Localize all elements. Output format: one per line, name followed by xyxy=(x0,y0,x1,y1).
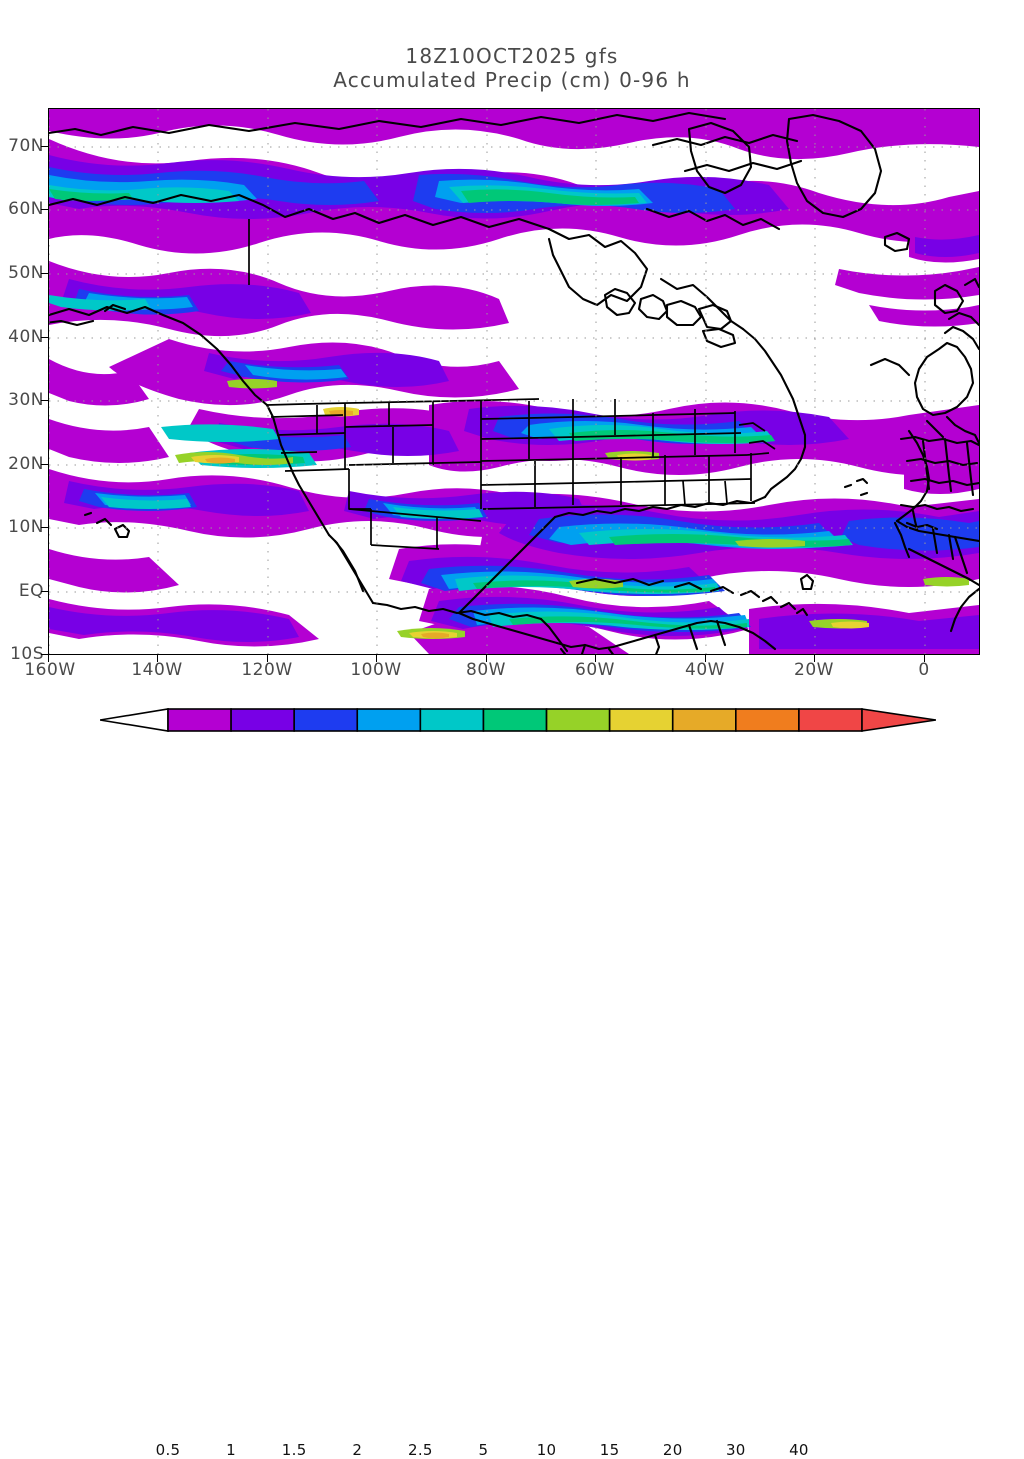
state-boundaries xyxy=(248,219,776,550)
y-tick-10N xyxy=(41,527,48,528)
x-tick-80W xyxy=(486,655,487,662)
x-tick-40W xyxy=(705,655,706,662)
map-plot-area xyxy=(48,108,980,655)
y-tick-label-10S: 10S xyxy=(10,644,44,664)
colorbar-tick-label: 5 xyxy=(478,1441,489,1459)
colorbar-tick-label: 20 xyxy=(662,1441,683,1459)
colorbar-tick-label: 1 xyxy=(226,1441,236,1459)
colorbar-tick-label: 10 xyxy=(536,1441,557,1459)
y-tick-label-20N: 20N xyxy=(8,454,44,474)
x-tick-label-20W: 20W xyxy=(794,660,834,680)
colorbar-segment xyxy=(230,708,295,732)
x-tick-label-120W: 120W xyxy=(241,660,293,680)
colorbar-segment xyxy=(419,708,485,732)
colorbar-tick-label: 0.5 xyxy=(155,1441,181,1459)
y-tick-EQ xyxy=(41,591,48,592)
y-tick-70N xyxy=(41,146,48,147)
x-tick-100W xyxy=(376,655,377,662)
x-tick-160W xyxy=(48,655,49,662)
colorbar-segment xyxy=(735,708,800,732)
colorbar-tick-label: 15 xyxy=(599,1441,620,1459)
y-tick-label-10N: 10N xyxy=(8,517,44,537)
y-tick-label-70N: 70N xyxy=(8,136,44,156)
y-tick-30N xyxy=(41,400,48,401)
x-tick-0 xyxy=(924,655,925,662)
y-tick-20N xyxy=(41,464,48,465)
colorbar-tick-label: 1.5 xyxy=(281,1441,307,1459)
colorbar[interactable]: 0.5 1 1.5 2 2.5 5 10 15 20 30 40 xyxy=(100,707,936,1459)
colorbar-segment xyxy=(293,708,359,732)
y-tick-label-EQ: EQ xyxy=(18,581,44,601)
x-tick-140W xyxy=(157,655,158,662)
title-line-variable: Accumulated Precip (cm) 0-96 h xyxy=(333,68,691,92)
colorbar-under-cap xyxy=(100,708,169,732)
precip-layer-20cm xyxy=(205,410,449,639)
x-tick-label-140W: 140W xyxy=(131,660,183,680)
y-tick-label-30N: 30N xyxy=(8,390,44,410)
colorbar-tick-label: 40 xyxy=(789,1441,809,1459)
y-tick-60N xyxy=(41,209,48,210)
x-tick-120W xyxy=(267,655,268,662)
x-tick-label-100W: 100W xyxy=(350,660,402,680)
colorbar-over-cap xyxy=(861,708,936,732)
colorbar-tick-label: 2 xyxy=(352,1441,363,1459)
colorbar-segment xyxy=(167,708,232,732)
y-tick-10S xyxy=(41,654,48,655)
colorbar-segment xyxy=(608,708,674,732)
colorbar-segment xyxy=(356,708,422,732)
colorbar-tick-label: 2.5 xyxy=(407,1441,433,1459)
colorbar-segment xyxy=(545,708,611,732)
x-tick-20W xyxy=(814,655,815,662)
x-tick-60W xyxy=(595,655,596,662)
axis-labels: 70N 60N 50N 40N 30N 20N 10N EQ 10S 160W … xyxy=(8,136,930,680)
colorbar-tick-label: 30 xyxy=(725,1441,746,1459)
coastlines xyxy=(49,111,979,654)
y-tick-label-40N: 40N xyxy=(8,327,44,347)
x-tick-label-60W: 60W xyxy=(575,660,615,680)
colorbar-segment xyxy=(482,708,548,732)
x-tick-label-80W: 80W xyxy=(466,660,506,680)
y-tick-label-50N: 50N xyxy=(8,263,44,283)
colorbar-segment xyxy=(671,708,737,732)
colorbar-segment xyxy=(798,708,863,732)
x-tick-label-160W: 160W xyxy=(24,660,76,680)
x-tick-label-40W: 40W xyxy=(685,660,725,680)
precipitation-map xyxy=(49,109,979,654)
title-line-model: 18Z10OCT2025 gfs xyxy=(405,44,619,68)
map-gridlines xyxy=(49,109,979,654)
y-tick-label-60N: 60N xyxy=(8,199,44,219)
y-tick-40N xyxy=(41,337,48,338)
y-tick-50N xyxy=(41,273,48,274)
colorbar-swatches xyxy=(100,708,936,732)
figure-title: 18Z10OCT2025 gfs Accumulated Precip (cm)… xyxy=(0,44,1024,92)
weather-map-figure: 18Z10OCT2025 gfs Accumulated Precip (cm)… xyxy=(0,44,1024,1459)
x-tick-label-0: 0 xyxy=(918,660,930,680)
